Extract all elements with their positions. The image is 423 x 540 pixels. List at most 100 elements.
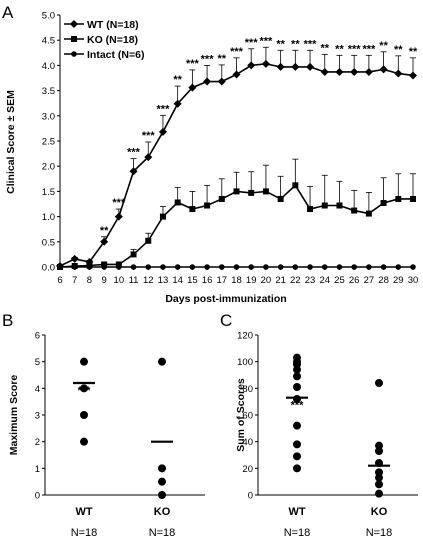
panel-a-significance: ** <box>335 43 344 55</box>
panel-a-point-ko <box>248 189 255 196</box>
panel-c-point-ko <box>375 447 383 455</box>
panel-a-point-wt <box>291 62 300 71</box>
panel-a-point-intact <box>380 264 387 270</box>
panel-a-significance: *** <box>245 37 259 49</box>
panel-a-point-intact <box>292 264 299 270</box>
panel-a-point-wt <box>409 71 417 80</box>
panel-a-x-tick-label: 7 <box>72 275 77 286</box>
panel-a-point-ko <box>395 195 402 202</box>
panel-a-point-ko <box>189 206 196 213</box>
panel-a-point-wt <box>261 59 270 68</box>
panel-a-point-intact <box>351 264 357 270</box>
panel-a-label: A <box>2 3 14 22</box>
panel-a-point-intact <box>248 264 255 270</box>
panel-a-y-tick-label: 3.5 <box>42 86 55 97</box>
panel-a-significance: ** <box>291 38 300 50</box>
panel-a-point-ko <box>233 188 240 195</box>
panel-a-y-tick-label: 2.5 <box>42 137 55 148</box>
panel-c-point-wt <box>293 383 301 391</box>
panel-a-point-wt <box>144 153 153 162</box>
panel-a-y-axis-label: Clinical Score ± SEM <box>5 90 17 194</box>
panel-a-point-intact <box>116 264 122 270</box>
panel-b-y-tick-label: 5 <box>35 357 40 368</box>
panel-a-significance: ** <box>100 225 109 237</box>
panel-c-y-tick-label: 80 <box>242 384 253 395</box>
panel-a-x-tick-label: 17 <box>217 275 228 286</box>
panel-c-y-tick-label: 100 <box>237 357 253 368</box>
panel-a-series-line <box>59 63 414 267</box>
panel-a-point-intact <box>410 264 416 270</box>
panel-a-point-intact <box>233 264 240 270</box>
panel-a-point-intact <box>321 264 328 270</box>
panel-a-point-intact <box>204 264 210 270</box>
panel-a-legend-marker-wt <box>70 20 78 28</box>
panel-a-point-ko <box>262 188 269 195</box>
panel-a-point-intact <box>174 264 181 270</box>
panel-a-point-intact <box>101 264 107 270</box>
panel-a-y-tick-label: 1.5 <box>42 187 55 198</box>
panel-b-y-tick-label: 3 <box>35 411 40 422</box>
panel-c-point-ko <box>375 489 383 498</box>
panel-c-y-tick-label: 40 <box>242 437 253 448</box>
panel-b-label: B <box>2 311 13 330</box>
panel-a-y-tick-label: 4.0 <box>42 61 55 72</box>
panel-a-point-ko <box>204 202 211 209</box>
panel-a-x-tick-label: 23 <box>305 275 316 286</box>
panel-a-x-tick-label: 25 <box>334 275 345 286</box>
panel-a-point-intact <box>130 264 137 270</box>
panel-a-point-wt <box>217 77 226 86</box>
panel-a-point-wt <box>379 65 388 74</box>
panel-c-category-wt: WT <box>288 506 305 518</box>
panel-a-x-tick-label: 26 <box>349 275 360 286</box>
panel-a-significance: *** <box>362 43 376 55</box>
panel-c-label: C <box>220 311 232 330</box>
panel-a-point-wt <box>232 70 241 79</box>
panel-a-significance: *** <box>201 53 215 65</box>
panel-a-x-tick-label: 15 <box>187 275 198 286</box>
panel-c-point-ko <box>375 473 383 482</box>
panel-a-x-tick-label: 21 <box>275 275 286 286</box>
panel-c-y-tick-label: 20 <box>242 464 253 475</box>
panel-a-x-axis-label: Days post-immunization <box>165 293 286 305</box>
panel-b-point-ko <box>158 491 166 499</box>
panel-a-significance: *** <box>142 130 156 142</box>
panel-a-x-tick-label: 16 <box>202 275 213 286</box>
panel-b-category-wt: WT <box>75 506 92 518</box>
panel-a-significance: ** <box>320 42 329 54</box>
panel-a-x-tick-label: 18 <box>231 275 242 286</box>
panel-a-point-intact <box>160 264 166 270</box>
panel-a-point-wt <box>114 212 123 221</box>
panel-a-point-intact <box>366 264 372 270</box>
panel-a-x-tick-label: 19 <box>246 275 257 286</box>
panel-a-x-tick-label: 29 <box>393 275 404 286</box>
panel-a-point-ko <box>321 202 328 209</box>
panel-a-point-wt <box>70 254 79 263</box>
panel-a-point-intact <box>86 264 93 270</box>
panel-a-legend-label: Intact (N=6) <box>87 49 144 61</box>
panel-a-legend-label: WT (N=18) <box>87 19 139 31</box>
panel-b-n-wt: N=18 <box>71 527 98 539</box>
panel-c-n-wt: N=18 <box>284 527 311 539</box>
panel-b-point-ko <box>158 357 166 366</box>
panel-a-point-intact <box>218 264 225 270</box>
panel-a-point-wt <box>364 67 373 76</box>
panel-b: B 0 1 2 3 4 5 6 *** Maximum Score WT KO N=18 N… <box>2 311 205 539</box>
panel-a-point-ko <box>292 182 299 189</box>
panel-a-x-tick-label: 6 <box>57 275 62 286</box>
panel-c-point-wt <box>293 440 301 449</box>
panel-c-point-wt <box>293 452 301 461</box>
panel-b-point-wt <box>80 411 88 419</box>
panel-a-point-intact <box>277 264 284 270</box>
panel-c-y-tick-label: 0 <box>248 491 253 502</box>
panel-a-point-intact <box>263 264 269 270</box>
panel-a-legend-marker-intact <box>71 51 77 57</box>
panel-a-significance: *** <box>348 43 362 55</box>
panel-a-y-tick-label: 4.5 <box>42 36 55 47</box>
panel-a-y-tick-label: 5.0 <box>42 11 55 22</box>
panel-a-point-ko <box>159 213 166 220</box>
panel-b-n-ko: N=18 <box>149 527 176 539</box>
panel-a-point-ko <box>336 202 343 209</box>
panel-a-significance: *** <box>157 103 171 115</box>
panel-c-point-ko <box>375 480 383 489</box>
